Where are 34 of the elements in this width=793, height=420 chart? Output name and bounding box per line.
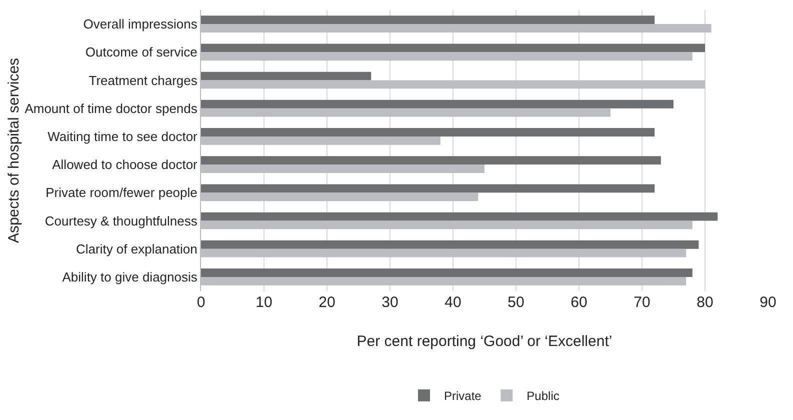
bar	[201, 128, 655, 136]
bar	[201, 212, 718, 221]
y-tick-label: Treatment charges	[88, 72, 198, 88]
bar	[201, 100, 674, 108]
y-tick-label: Amount of time doctor spends	[24, 100, 198, 116]
x-tick-label: 50	[508, 294, 524, 311]
y-tick-label: Clarity of explanation	[76, 241, 198, 256]
x-tick-label: 10	[256, 294, 272, 311]
x-tick-label: 70	[634, 294, 650, 311]
x-tick-label: 30	[382, 294, 398, 311]
x-tick-label: 0	[196, 294, 206, 311]
x-tick-label: 80	[696, 294, 714, 311]
x-axis-title: Per cent reporting ‘Good’ or ‘Excellent’	[356, 333, 612, 350]
x-tick-label: 40	[444, 294, 462, 311]
y-tick-label: Ability to give diagnosis	[62, 270, 198, 284]
bar	[201, 72, 372, 80]
x-tick-label: 20	[318, 294, 336, 311]
legend-label: Private	[444, 389, 482, 404]
bar	[201, 268, 692, 277]
y-axis-title: Aspects of hospital services	[6, 58, 23, 244]
y-tick-label: Private room/fewer people	[46, 185, 198, 200]
bar	[201, 184, 655, 193]
y-tick-label: Outcome of service	[85, 44, 198, 60]
y-tick-label: Allowed to choose doctor	[52, 157, 198, 172]
bar	[201, 16, 655, 24]
y-tick-label: Courtesy & thoughtfulness	[44, 213, 198, 228]
x-tick-label: 90	[760, 294, 776, 311]
y-tick-label: Waiting time to see doctor	[48, 129, 198, 144]
bar	[201, 156, 661, 165]
bar	[201, 44, 705, 52]
bar	[201, 240, 699, 249]
legend-label: Public	[526, 389, 560, 404]
x-tick-label: 60	[570, 294, 588, 311]
y-tick-label: Overall impressions	[83, 16, 198, 32]
